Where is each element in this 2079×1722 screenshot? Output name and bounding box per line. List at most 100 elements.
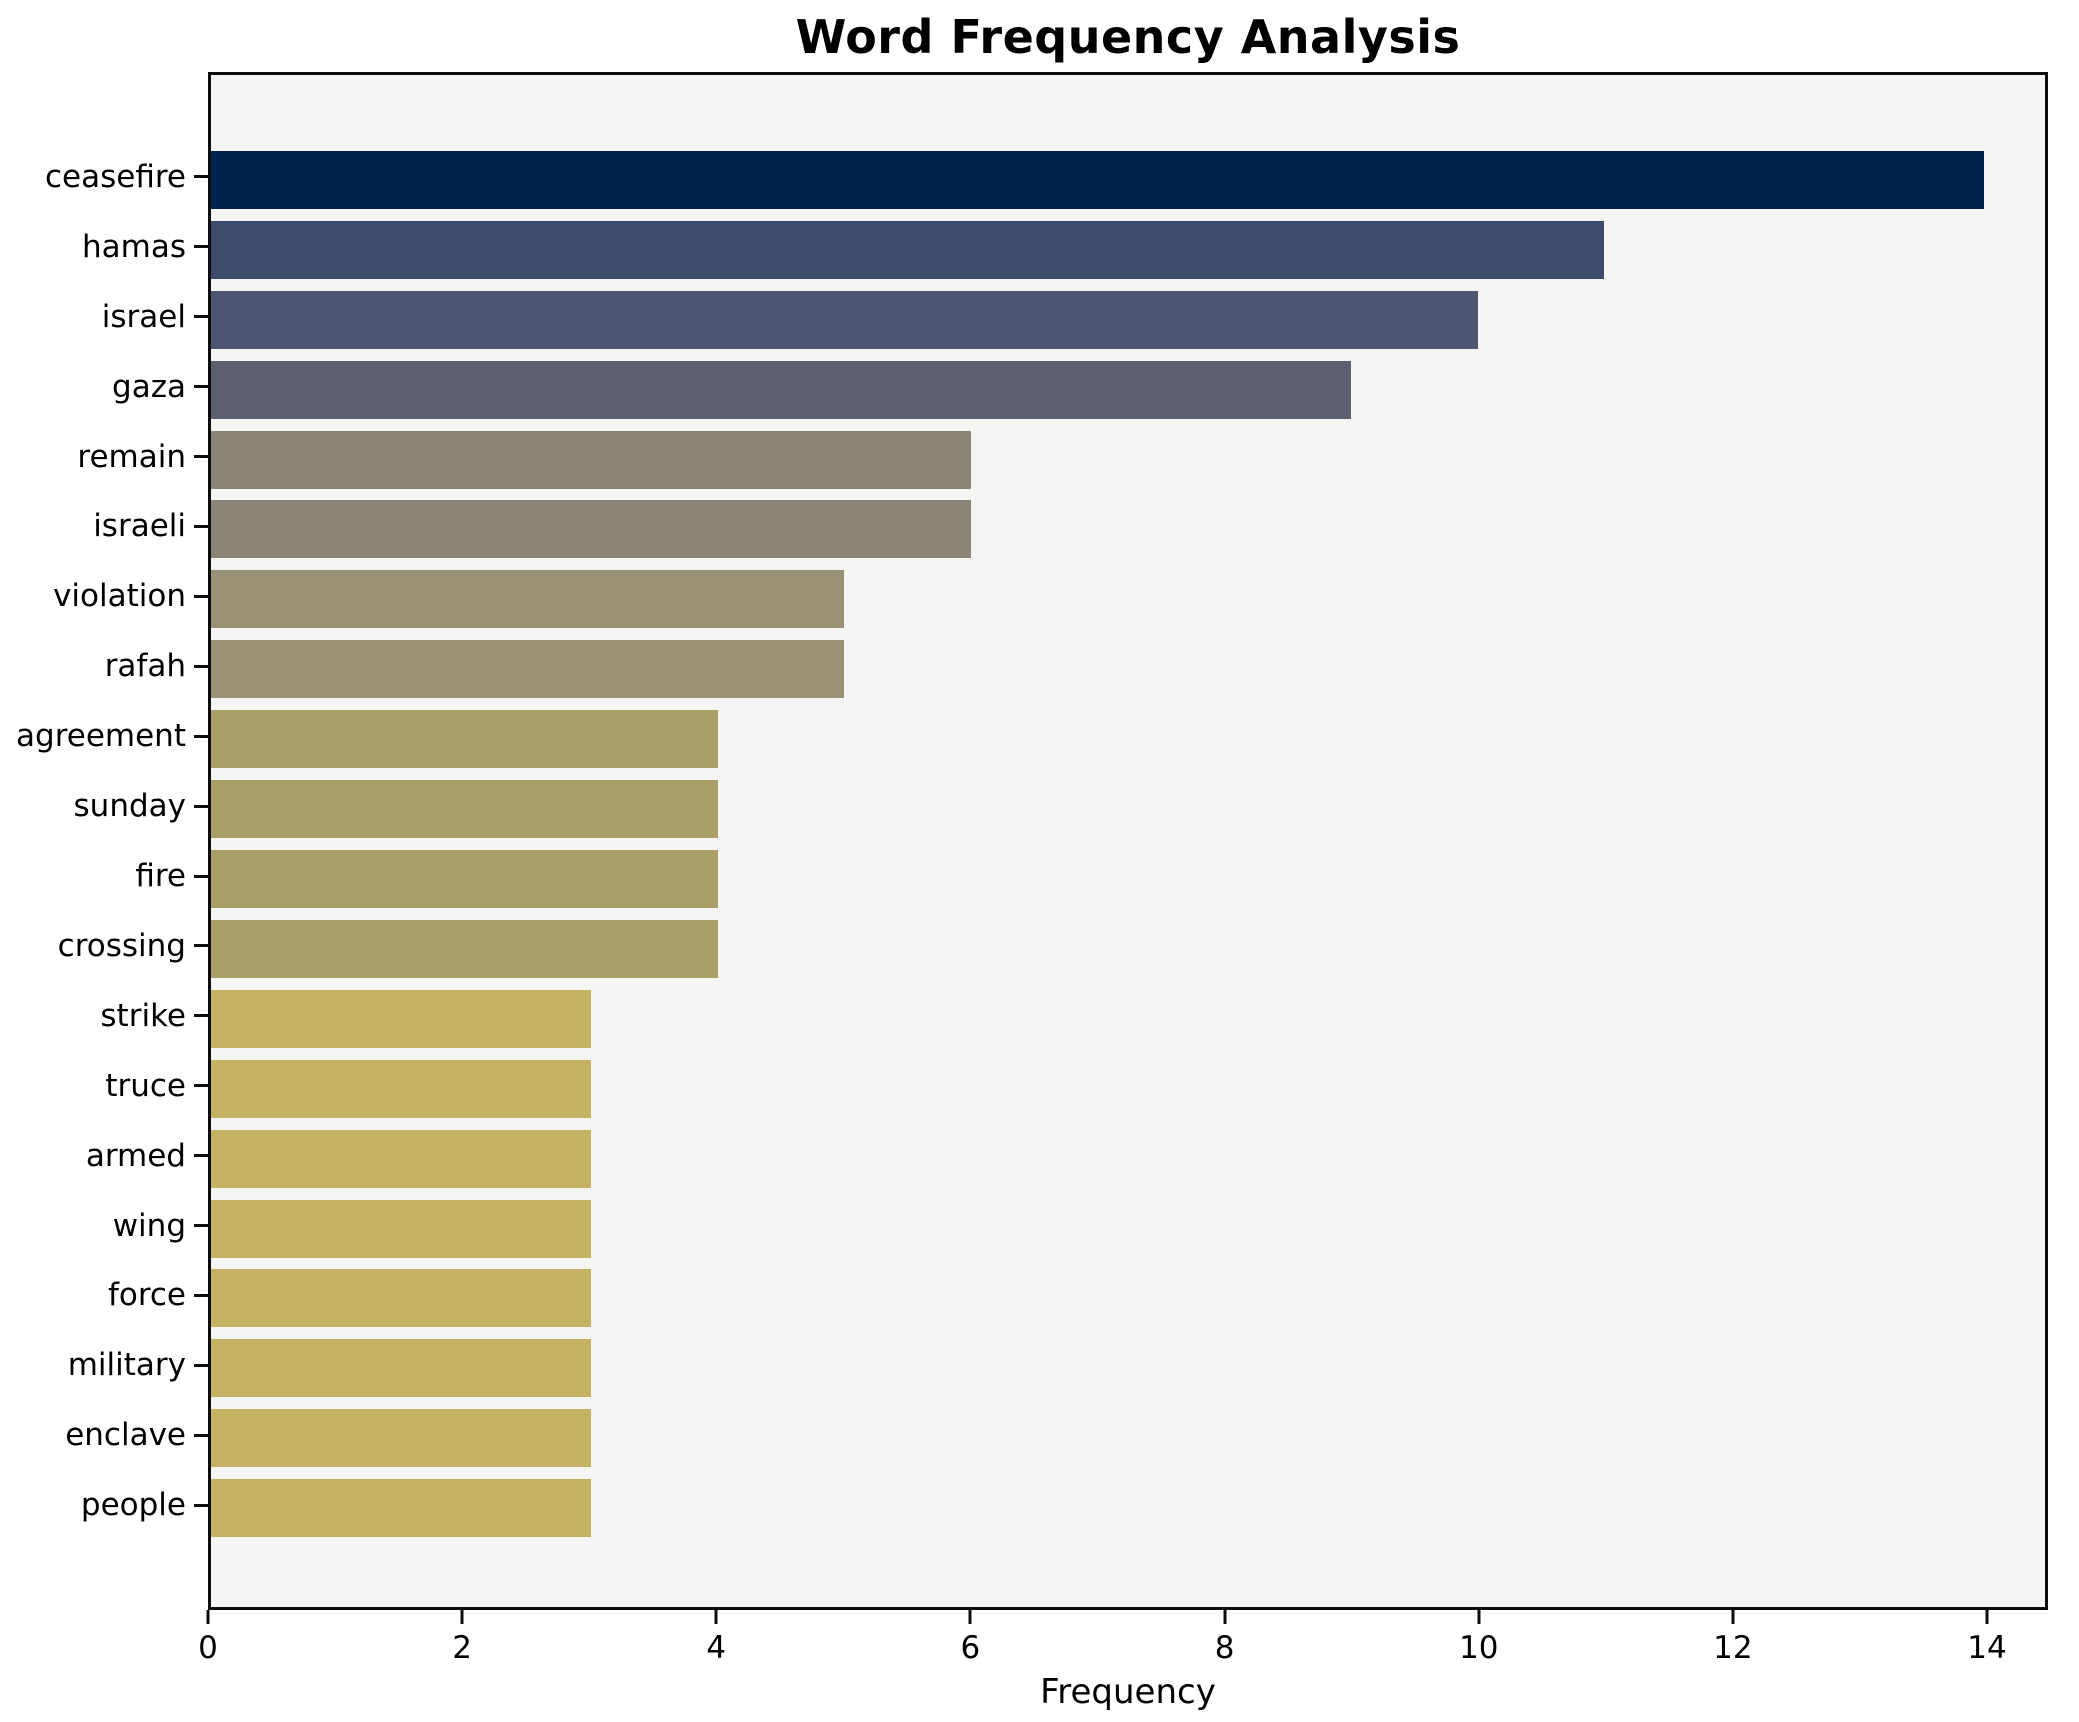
bar-israel bbox=[211, 290, 1478, 349]
x-tick-label-2: 2 bbox=[452, 1630, 473, 1666]
x-tick-label-4: 4 bbox=[706, 1630, 727, 1666]
bar-gaza bbox=[211, 360, 1351, 419]
y-tick-label-military: military bbox=[67, 1347, 186, 1384]
y-tick-label-hamas: hamas bbox=[82, 228, 186, 265]
bar-row-hamas bbox=[211, 215, 2045, 285]
x-tick-label-10: 10 bbox=[1458, 1630, 1499, 1666]
y-tick-mark bbox=[194, 1224, 208, 1228]
y-tick-mark bbox=[194, 1293, 208, 1297]
y-tick-mark bbox=[194, 455, 208, 459]
bar-row-enclave bbox=[211, 1403, 2045, 1473]
x-tick-mark-4 bbox=[714, 1610, 718, 1624]
y-tick-label-ceasefire: ceasefire bbox=[45, 158, 186, 195]
y-tick-label-enclave: enclave bbox=[65, 1417, 186, 1454]
bar-row-strike bbox=[211, 984, 2045, 1054]
y-tick-mark bbox=[194, 245, 208, 249]
y-row-violation: violation bbox=[0, 561, 208, 631]
y-tick-label-israel: israel bbox=[101, 298, 186, 335]
x-tick-mark-6 bbox=[968, 1610, 972, 1624]
bar-row-wing bbox=[211, 1194, 2045, 1264]
bar-agreement bbox=[211, 710, 718, 769]
bar-people bbox=[211, 1479, 591, 1538]
bars-container bbox=[211, 145, 2045, 1543]
y-row-crossing: crossing bbox=[0, 911, 208, 981]
bar-hamas bbox=[211, 220, 1605, 279]
bar-row-violation bbox=[211, 564, 2045, 634]
bar-row-agreement bbox=[211, 704, 2045, 774]
bar-row-crossing bbox=[211, 914, 2045, 984]
y-row-gaza: gaza bbox=[0, 352, 208, 422]
x-tick-mark-12 bbox=[1731, 1610, 1735, 1624]
y-row-hamas: hamas bbox=[0, 212, 208, 282]
y-tick-label-truce: truce bbox=[105, 1067, 186, 1104]
y-tick-mark bbox=[194, 385, 208, 389]
y-tick-label-agreement: agreement bbox=[16, 718, 186, 755]
y-tick-mark bbox=[194, 175, 208, 179]
x-axis-label: Frequency bbox=[1040, 1672, 1216, 1712]
bar-israeli bbox=[211, 500, 971, 559]
bar-wing bbox=[211, 1199, 591, 1258]
y-tick-label-israeli: israeli bbox=[93, 508, 186, 545]
y-tick-mark bbox=[194, 944, 208, 948]
y-tick-label-wing: wing bbox=[112, 1207, 186, 1244]
y-tick-label-force: force bbox=[107, 1277, 186, 1314]
y-tick-mark bbox=[194, 664, 208, 668]
y-row-armed: armed bbox=[0, 1121, 208, 1191]
y-row-wing: wing bbox=[0, 1191, 208, 1261]
y-tick-mark bbox=[194, 1154, 208, 1158]
bar-violation bbox=[211, 570, 845, 629]
bar-sunday bbox=[211, 780, 718, 839]
y-tick-label-strike: strike bbox=[100, 997, 186, 1034]
bar-row-truce bbox=[211, 1054, 2045, 1124]
bar-row-people bbox=[211, 1473, 2045, 1543]
y-tick-mark bbox=[194, 594, 208, 598]
y-tick-mark bbox=[194, 524, 208, 528]
y-tick-label-remain: remain bbox=[77, 438, 186, 475]
plot-area bbox=[208, 72, 2048, 1610]
y-row-agreement: agreement bbox=[0, 701, 208, 771]
bar-row-military bbox=[211, 1333, 2045, 1403]
y-tick-mark bbox=[194, 734, 208, 738]
bar-row-armed bbox=[211, 1124, 2045, 1194]
y-tick-label-sunday: sunday bbox=[73, 788, 186, 825]
bar-row-israeli bbox=[211, 495, 2045, 565]
x-tick-mark-2 bbox=[460, 1610, 464, 1624]
y-tick-mark bbox=[194, 874, 208, 878]
x-tick-label-0: 0 bbox=[198, 1630, 218, 1666]
y-tick-label-crossing: crossing bbox=[57, 927, 186, 964]
y-tick-mark bbox=[194, 315, 208, 319]
y-tick-label-armed: armed bbox=[85, 1137, 186, 1174]
bar-row-gaza bbox=[211, 355, 2045, 425]
y-tick-label-fire: fire bbox=[135, 858, 186, 895]
y-row-ceasefire: ceasefire bbox=[0, 142, 208, 212]
bar-armed bbox=[211, 1129, 591, 1188]
x-tick-label-8: 8 bbox=[1214, 1630, 1235, 1666]
bar-row-ceasefire bbox=[211, 145, 2045, 215]
y-tick-label-rafah: rafah bbox=[104, 648, 186, 685]
y-tick-mark bbox=[194, 1503, 208, 1507]
bar-row-fire bbox=[211, 844, 2045, 914]
y-tick-mark bbox=[194, 1084, 208, 1088]
y-tick-mark bbox=[194, 1433, 208, 1437]
chart-title: Word Frequency Analysis bbox=[795, 10, 1461, 64]
bar-row-sunday bbox=[211, 774, 2045, 844]
y-row-rafah: rafah bbox=[0, 631, 208, 701]
bar-force bbox=[211, 1269, 591, 1328]
bar-row-rafah bbox=[211, 634, 2045, 704]
x-tick-mark-8 bbox=[1223, 1610, 1227, 1624]
bar-row-remain bbox=[211, 425, 2045, 495]
bar-crossing bbox=[211, 919, 718, 978]
bar-rafah bbox=[211, 640, 845, 699]
y-row-sunday: sunday bbox=[0, 771, 208, 841]
bar-row-israel bbox=[211, 285, 2045, 355]
y-tick-label-people: people bbox=[80, 1487, 186, 1524]
y-axis: ceasefire hamas israel gaza remain israeli vio… bbox=[0, 142, 208, 1540]
x-tick-label-6: 6 bbox=[960, 1630, 981, 1666]
bar-remain bbox=[211, 430, 971, 489]
y-row-truce: truce bbox=[0, 1051, 208, 1121]
x-tick-mark-14 bbox=[1985, 1610, 1989, 1624]
x-tick-mark-10 bbox=[1477, 1610, 1481, 1624]
y-row-strike: strike bbox=[0, 981, 208, 1051]
y-tick-mark bbox=[194, 1014, 208, 1018]
